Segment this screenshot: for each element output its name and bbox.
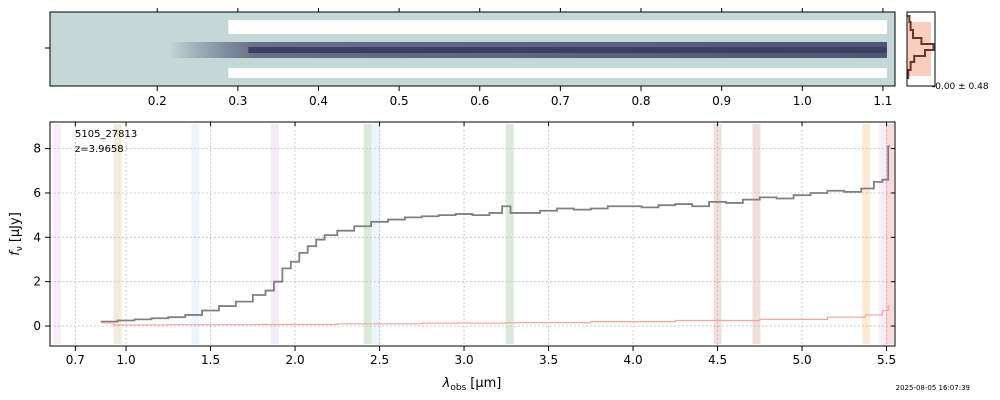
- panel-2d-frame: [49, 11, 896, 87]
- emission-line-band: [372, 124, 381, 344]
- y-axis-title-symbol: f: [8, 249, 23, 256]
- flux-series-line: [100, 145, 890, 323]
- x-axis-title: λobs [μm]: [442, 376, 502, 393]
- emission-line-band: [113, 124, 122, 344]
- x-tick-label: 4.5: [708, 353, 727, 367]
- x-tick-label: 4.0: [624, 353, 643, 367]
- top-axis-tick-label: 0.5: [390, 94, 409, 108]
- y-tick-label: 8: [33, 142, 41, 156]
- redshift-annotation: z=3.9658: [75, 144, 124, 155]
- x-axis: 0.7 1.0 1.5 2.0 2.5 3.0 3.5 4.0 4.5 5.0 5.5: [66, 122, 896, 367]
- histogram-outline: [907, 15, 935, 79]
- y-tick-label: 0: [33, 319, 41, 333]
- top-axis-tick-label: 0.7: [551, 94, 570, 108]
- x-axis-title-unit: [μm]: [470, 376, 501, 391]
- emission-line-band: [52, 124, 61, 344]
- spectrum-2d-heatmap: [50, 12, 895, 86]
- panel-2d-spectrum: 0.2 0.3 0.4 0.5 0.6 0.7 0.8 0.9 1.0 1.1: [45, 8, 896, 108]
- top-axis-tick-label: 0.4: [309, 94, 328, 108]
- y-tick-label: 6: [33, 186, 41, 200]
- grid-lines: [50, 122, 895, 346]
- x-tick-label: 5.0: [793, 353, 812, 367]
- emission-line-band: [270, 124, 279, 344]
- panel-1d-spectrum: 0.7 1.0 1.5 2.0 2.5 3.0 3.5 4.0 4.5 5.0 5.5 02468 …: [8, 121, 896, 393]
- x-tick-label: 1.5: [201, 353, 220, 367]
- x-tick-label: 3.5: [539, 353, 558, 367]
- y-tick-label: 4: [33, 230, 41, 244]
- emission-line-band: [862, 124, 871, 344]
- x-tick-label: 3.0: [455, 353, 474, 367]
- error-series-line: [100, 305, 890, 326]
- x-tick-label: 2.5: [370, 353, 389, 367]
- timestamp: 2025-08-05 16:07:39: [896, 384, 970, 392]
- x-tick-label: 1.0: [117, 353, 136, 367]
- object-id-annotation: 5105_27813: [75, 129, 137, 140]
- y-axis: 0 2 4 6 8: [33, 142, 895, 333]
- heatmap-lower-blank: [228, 68, 888, 78]
- emission-line-band: [885, 124, 894, 344]
- x-axis-title-symbol: λ: [442, 376, 451, 391]
- histogram-stats-label: -0.00 ± 0.48: [932, 82, 989, 92]
- y-axis-title-sub: ν: [15, 246, 25, 251]
- y-axis-title: fν [μJy]: [8, 212, 25, 256]
- top-axis-tick-label: 1.1: [873, 94, 892, 108]
- x-tick-label: 5.5: [877, 353, 896, 367]
- top-axis-tick-label: 0.9: [712, 94, 731, 108]
- emission-line-band: [505, 124, 514, 344]
- panel-noise-histogram: -0.00 ± 0.48: [906, 11, 989, 92]
- x-tick-label: 2.0: [286, 353, 305, 367]
- top-axis-tick-label: 0.2: [148, 94, 167, 108]
- emission-line-band: [879, 124, 888, 344]
- heatmap-upper-blank: [228, 20, 888, 34]
- top-axis-tick-label: 0.8: [631, 94, 650, 108]
- top-axis-tick-label: 0.3: [228, 94, 247, 108]
- heatmap-trace-core: [248, 47, 888, 53]
- y-tick-label: 2: [33, 275, 41, 289]
- panel-1d-frame: [49, 121, 896, 347]
- x-axis-title-sub: obs: [450, 383, 466, 393]
- x-tick-label: 0.7: [66, 353, 85, 367]
- emission-line-bands: [52, 124, 894, 344]
- top-axis-tick-label: 0.6: [470, 94, 489, 108]
- top-wavelength-axis: 0.2 0.3 0.4 0.5 0.6 0.7 0.8 0.9 1.0 1.1: [45, 8, 892, 108]
- noise-histogram: [907, 15, 935, 79]
- spectrum-series: [100, 145, 890, 326]
- histogram-frame: [906, 11, 936, 87]
- top-axis-tick-label: 1.0: [793, 94, 812, 108]
- y-axis-title-unit: [μJy]: [8, 212, 23, 242]
- emission-line-band: [363, 124, 372, 344]
- emission-line-band: [752, 124, 761, 344]
- emission-line-band: [191, 124, 200, 344]
